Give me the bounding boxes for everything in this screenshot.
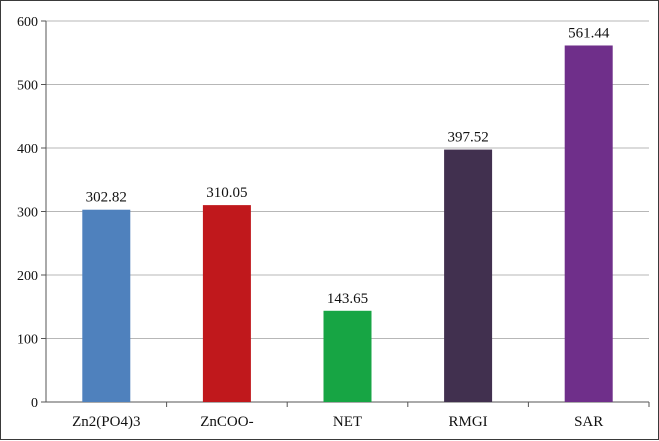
x-tick-label: NET (333, 414, 362, 430)
x-tick-label: RMGI (449, 414, 488, 430)
x-tick-label: Zn2(PO4)3 (72, 414, 140, 430)
data-label: 397.52 (447, 130, 488, 146)
y-tick-label: 500 (17, 79, 38, 94)
y-tick-label: 300 (17, 206, 38, 221)
bar (564, 45, 613, 403)
labels: 302.82 Zn2(PO4)3 310.05 ZnCOO- 143.65 NET 397.… (72, 25, 610, 430)
y-tick-label: 400 (17, 142, 38, 157)
y-tick-label: 600 (17, 15, 38, 30)
y-tick-label: 0 (31, 396, 38, 411)
data-label: 561.44 (568, 25, 610, 41)
bar (82, 209, 131, 402)
data-label: 302.82 (86, 190, 127, 206)
bars (82, 45, 613, 403)
y-tick-label: 100 (17, 333, 38, 348)
bar (444, 149, 493, 402)
data-label: 143.65 (327, 291, 368, 307)
x-tick-label: SAR (574, 414, 603, 430)
bar (202, 205, 251, 402)
y-tick-label: 200 (17, 269, 38, 284)
data-label: 310.05 (206, 185, 247, 201)
gridlines (46, 20, 649, 339)
bar (323, 310, 372, 402)
x-tick-label: ZnCOO- (200, 414, 253, 430)
